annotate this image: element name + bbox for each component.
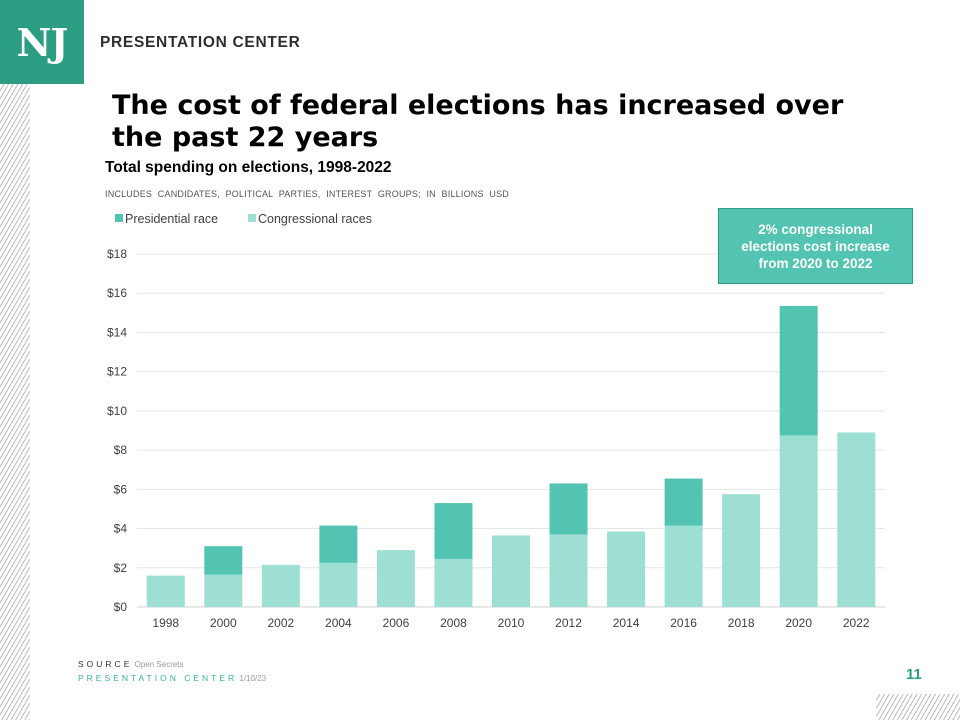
y-tick-label: $12 <box>107 365 127 379</box>
x-tick-label: 2006 <box>383 616 410 630</box>
chart-note: INCLUDES CANDIDATES, POLITICAL PARTIES, … <box>105 189 509 199</box>
y-tick-label: $18 <box>107 247 127 261</box>
bar-congressional-2002 <box>261 564 300 607</box>
page-number: 11 <box>906 666 922 683</box>
bar-congressional-2020 <box>779 435 818 607</box>
bar-presidential-2008 <box>434 503 473 559</box>
x-tick-label: 2012 <box>555 616 582 630</box>
bar-congressional-1998 <box>146 575 185 607</box>
legend-swatch-presidential <box>115 214 123 222</box>
bar-congressional-2004 <box>319 562 358 607</box>
nj-logo: NJ <box>0 0 84 84</box>
bar-presidential-2012 <box>549 483 588 535</box>
bar-presidential-2000 <box>204 546 243 575</box>
bar-congressional-2016 <box>664 525 703 607</box>
bar-congressional-2012 <box>549 534 588 607</box>
bar-presidential-2020 <box>779 305 818 436</box>
x-tick-label: 2016 <box>670 616 697 630</box>
footer-date: 1/10/23 <box>239 674 267 683</box>
bar-congressional-2008 <box>434 558 473 607</box>
brand-name: PRESENTATION CENTER <box>100 34 301 51</box>
bar-presidential-2004 <box>319 525 358 563</box>
corner-hatch-decoration <box>876 694 960 720</box>
x-tick-label: 1998 <box>152 616 179 630</box>
x-tick-label: 2010 <box>498 616 525 630</box>
x-tick-label: 2014 <box>613 616 640 630</box>
bar-presidential-2016 <box>664 478 703 526</box>
y-tick-label: $0 <box>114 600 128 614</box>
x-tick-label: 2004 <box>325 616 352 630</box>
legend-label-presidential: Presidential race <box>125 212 218 226</box>
bar-congressional-2006 <box>376 550 415 607</box>
y-axis: $0 $2 $4 $6 $8 $10 $12 $14 $16 $18 <box>107 247 127 614</box>
x-tick-label: 2020 <box>785 616 812 630</box>
bar-congressional-2018 <box>722 494 761 607</box>
y-tick-label: $16 <box>107 286 127 300</box>
left-hatch-decoration <box>0 84 30 720</box>
y-tick-label: $6 <box>114 482 128 496</box>
bar-congressional-2014 <box>607 531 646 607</box>
x-tick-label: 2022 <box>843 616 870 630</box>
source-value: Open Secrets <box>134 660 184 669</box>
chart-bars <box>146 305 876 607</box>
bar-congressional-2022 <box>837 432 876 607</box>
y-tick-label: $2 <box>114 561 128 575</box>
legend-swatch-congressional <box>248 214 256 222</box>
x-axis: 1998 2000 2002 2004 2006 2008 2010 2012 2014 2016… <box>152 616 869 630</box>
slide-title: The cost of federal elections has increa… <box>112 90 844 153</box>
x-tick-label: 2002 <box>267 616 294 630</box>
bar-congressional-2000 <box>204 574 243 607</box>
source-line: SOURCE Open Secrets <box>78 659 184 669</box>
x-tick-label: 2018 <box>728 616 755 630</box>
bar-congressional-2010 <box>492 535 530 607</box>
y-tick-label: $10 <box>107 404 127 418</box>
y-tick-label: $8 <box>114 443 128 457</box>
footer-line: PRESENTATION CENTER 1/10/23 <box>78 673 266 683</box>
callout-box: 2% congressional elections cost increase… <box>718 208 913 284</box>
chart-subtitle: Total spending on elections, 1998-2022 <box>105 159 392 176</box>
chart-legend: Presidential race Congressional races <box>115 212 372 226</box>
source-label: SOURCE <box>78 659 133 669</box>
footer-center-label: PRESENTATION CENTER <box>78 673 238 683</box>
x-tick-label: 2008 <box>440 616 467 630</box>
y-tick-label: $14 <box>107 325 127 339</box>
y-tick-label: $4 <box>114 522 128 536</box>
x-tick-label: 2000 <box>210 616 237 630</box>
legend-label-congressional: Congressional races <box>258 212 372 226</box>
